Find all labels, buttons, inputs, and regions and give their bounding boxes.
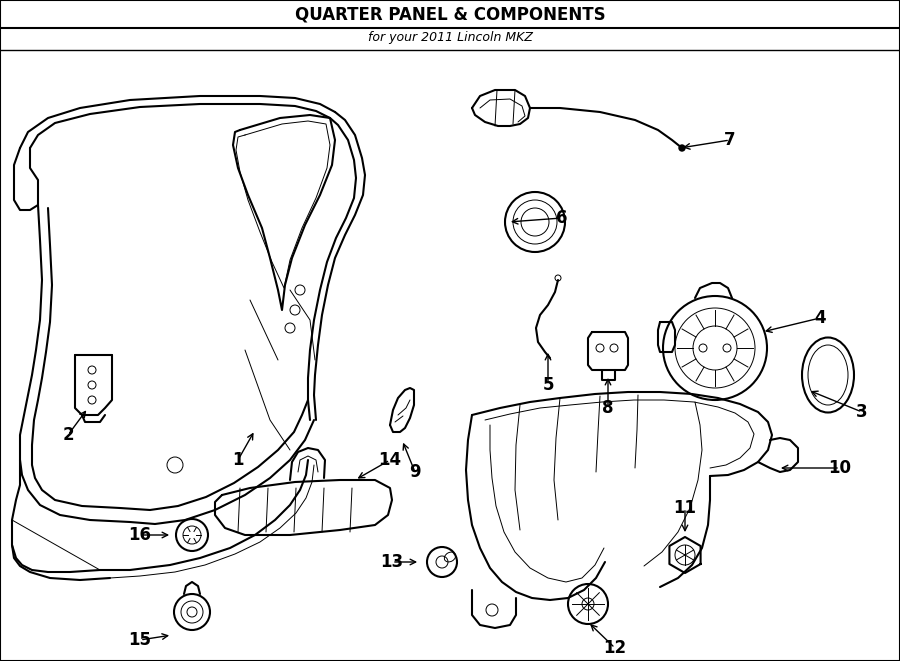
Text: 4: 4 xyxy=(814,309,826,327)
Text: 11: 11 xyxy=(673,499,697,517)
Text: 9: 9 xyxy=(410,463,421,481)
Circle shape xyxy=(679,145,685,151)
Text: for your 2011 Lincoln MKZ: for your 2011 Lincoln MKZ xyxy=(367,32,533,44)
Text: 3: 3 xyxy=(856,403,868,421)
Text: 12: 12 xyxy=(603,639,626,657)
Text: 13: 13 xyxy=(381,553,403,571)
Text: 2: 2 xyxy=(62,426,74,444)
Text: 1: 1 xyxy=(232,451,244,469)
Text: 10: 10 xyxy=(829,459,851,477)
Text: 5: 5 xyxy=(542,376,554,394)
Text: 8: 8 xyxy=(602,399,614,417)
Text: 6: 6 xyxy=(556,209,568,227)
Text: QUARTER PANEL & COMPONENTS: QUARTER PANEL & COMPONENTS xyxy=(294,5,606,23)
Text: 7: 7 xyxy=(724,131,736,149)
Text: 16: 16 xyxy=(129,526,151,544)
Text: 14: 14 xyxy=(378,451,401,469)
Text: 15: 15 xyxy=(129,631,151,649)
